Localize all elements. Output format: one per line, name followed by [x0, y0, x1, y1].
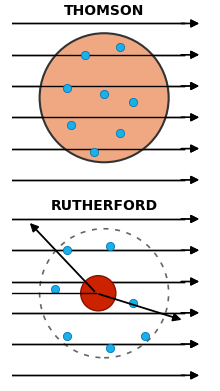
Point	[65, 85, 69, 91]
Point	[118, 130, 121, 136]
Point	[102, 91, 106, 97]
Point	[65, 333, 69, 339]
Point	[93, 149, 96, 156]
Point	[118, 44, 121, 50]
Point	[108, 345, 112, 351]
Point	[132, 99, 135, 105]
Text: RUTHERFORD: RUTHERFORD	[51, 199, 158, 213]
Point	[108, 243, 112, 249]
Circle shape	[81, 276, 116, 311]
Point	[53, 286, 57, 292]
Point	[65, 247, 69, 253]
Point	[83, 52, 86, 58]
Point	[69, 122, 73, 128]
Text: THOMSON: THOMSON	[64, 4, 144, 18]
Circle shape	[40, 33, 169, 162]
Point	[143, 333, 147, 339]
Point	[132, 300, 135, 306]
